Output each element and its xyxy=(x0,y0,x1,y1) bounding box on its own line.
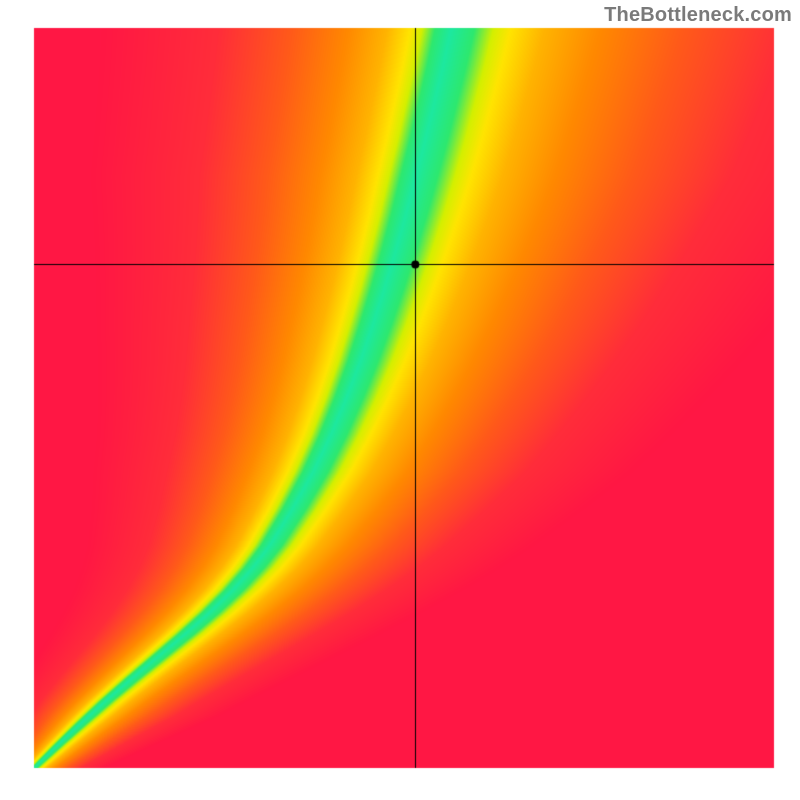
bottleneck-heatmap xyxy=(0,0,800,800)
watermark-text: TheBottleneck.com xyxy=(604,4,792,27)
heatmap-container: TheBottleneck.com xyxy=(0,0,800,800)
